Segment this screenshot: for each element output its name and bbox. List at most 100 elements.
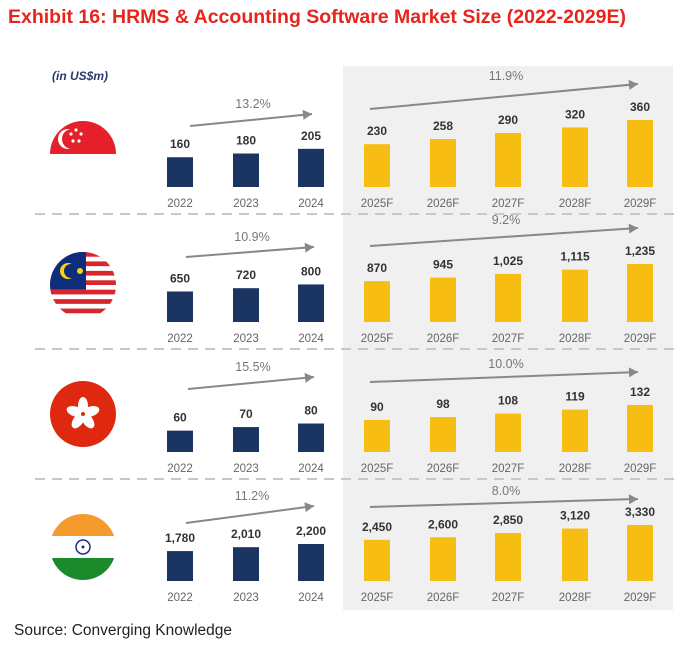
value-label: 2,850 — [493, 513, 523, 527]
bar-2024 — [298, 544, 324, 581]
forecast-cagr-arrow-head — [628, 223, 638, 234]
value-label: 870 — [367, 261, 387, 275]
country-chart-india: 1,780 2022 2,010 2023 2,200 2024 2,450 2025F 2,6… — [50, 484, 656, 604]
year-tick-label: 2022 — [167, 198, 193, 210]
singapore-flag-icon — [50, 121, 116, 187]
bar-2027F — [495, 533, 521, 581]
year-tick-label: 2023 — [233, 463, 259, 475]
year-tick-label: 2023 — [233, 198, 259, 210]
value-label: 119 — [565, 390, 585, 404]
bar-2028F — [562, 409, 588, 452]
value-label: 205 — [301, 129, 321, 143]
bar-2023 — [233, 153, 259, 187]
value-label: 3,120 — [560, 509, 590, 523]
year-tick-label: 2026F — [427, 198, 460, 210]
country-chart-singapore: 160 2022 180 2023 205 2024 230 2025F 258 2026F 290… — [50, 69, 656, 210]
unit-label: (in US$m) — [52, 69, 108, 83]
bar-2027F — [495, 133, 521, 187]
historical-cagr-label: 11.2% — [235, 489, 270, 503]
year-tick-label: 2026F — [427, 463, 460, 475]
forecast-cagr-arrow-head — [628, 79, 638, 90]
value-label: 1,025 — [493, 254, 523, 268]
historical-cagr-label: 10.9% — [234, 230, 269, 244]
value-label: 98 — [436, 397, 450, 411]
forecast-cagr-arrow — [369, 498, 639, 508]
value-label: 230 — [367, 124, 387, 138]
year-tick-label: 2028F — [559, 198, 592, 210]
malaysia-flag-icon — [50, 252, 116, 318]
bar-2022 — [167, 430, 193, 452]
bar-2026F — [430, 138, 456, 187]
value-label: 800 — [301, 264, 321, 278]
bar-2027F — [495, 413, 521, 452]
forecast-cagr-arrow — [369, 83, 639, 110]
year-tick-label: 2025F — [361, 198, 394, 210]
bar-2022 — [167, 551, 193, 581]
year-tick-label: 2025F — [361, 333, 394, 345]
forecast-cagr-arrow — [369, 371, 639, 383]
year-tick-label: 2024 — [298, 333, 324, 345]
year-tick-label: 2028F — [559, 592, 592, 604]
year-tick-label: 2027F — [492, 463, 525, 475]
historical-cagr-arrow-head — [304, 372, 314, 383]
forecast-cagr-label: 9.2% — [492, 213, 521, 227]
year-tick-label: 2029F — [624, 592, 657, 604]
value-label: 160 — [170, 137, 190, 151]
year-tick-label: 2026F — [427, 592, 460, 604]
bar-2025F — [364, 144, 390, 187]
year-tick-label: 2028F — [559, 333, 592, 345]
year-tick-label: 2024 — [298, 592, 324, 604]
year-tick-label: 2027F — [492, 592, 525, 604]
bar-2028F — [562, 269, 588, 322]
year-tick-label: 2029F — [624, 463, 657, 475]
value-label: 290 — [498, 113, 518, 127]
bar-2025F — [364, 281, 390, 322]
value-label: 945 — [433, 258, 453, 272]
bar-2023 — [233, 427, 259, 452]
india-flag-icon — [50, 514, 116, 580]
hong-kong-flag-icon — [50, 381, 116, 447]
bar-2026F — [430, 277, 456, 322]
bar-2029F — [627, 264, 653, 322]
value-label: 108 — [498, 394, 518, 408]
value-label: 90 — [370, 400, 384, 414]
bar-2026F — [430, 537, 456, 581]
value-label: 60 — [173, 411, 187, 425]
historical-cagr-arrow-head — [302, 109, 312, 120]
historical-cagr-label: 15.5% — [235, 360, 270, 374]
bar-2024 — [298, 423, 324, 452]
forecast-cagr-arrow-head — [628, 367, 638, 378]
value-label: 360 — [630, 100, 650, 114]
year-tick-label: 2025F — [361, 463, 394, 475]
historical-cagr-arrow — [185, 505, 315, 524]
bar-2028F — [562, 127, 588, 187]
year-tick-label: 2028F — [559, 463, 592, 475]
value-label: 132 — [630, 385, 650, 399]
year-tick-label: 2024 — [298, 463, 324, 475]
historical-cagr-arrow-head — [304, 242, 314, 253]
forecast-cagr-arrow-head — [628, 494, 638, 505]
year-tick-label: 2025F — [361, 592, 394, 604]
year-tick-label: 2023 — [233, 333, 259, 345]
bar-2024 — [298, 284, 324, 322]
country-chart-malaysia: 650 2022 720 2023 800 2024 870 2025F 945 2026F 1,0… — [50, 213, 656, 345]
bar-2022 — [167, 157, 193, 187]
historical-cagr-label: 13.2% — [235, 97, 270, 111]
year-tick-label: 2029F — [624, 198, 657, 210]
value-label: 180 — [236, 134, 256, 148]
value-label: 1,235 — [625, 244, 655, 258]
bar-2023 — [233, 288, 259, 322]
bar-2025F — [364, 419, 390, 452]
value-label: 1,780 — [165, 531, 195, 545]
bar-2022 — [167, 291, 193, 322]
value-label: 2,450 — [362, 520, 392, 534]
year-tick-label: 2022 — [167, 463, 193, 475]
bar-2029F — [627, 405, 653, 452]
forecast-cagr-label: 11.9% — [489, 69, 524, 83]
bar-2027F — [495, 273, 521, 322]
value-label: 2,600 — [428, 517, 458, 531]
year-tick-label: 2022 — [167, 333, 193, 345]
bar-2023 — [233, 547, 259, 581]
bar-2028F — [562, 528, 588, 581]
value-label: 650 — [170, 271, 190, 285]
